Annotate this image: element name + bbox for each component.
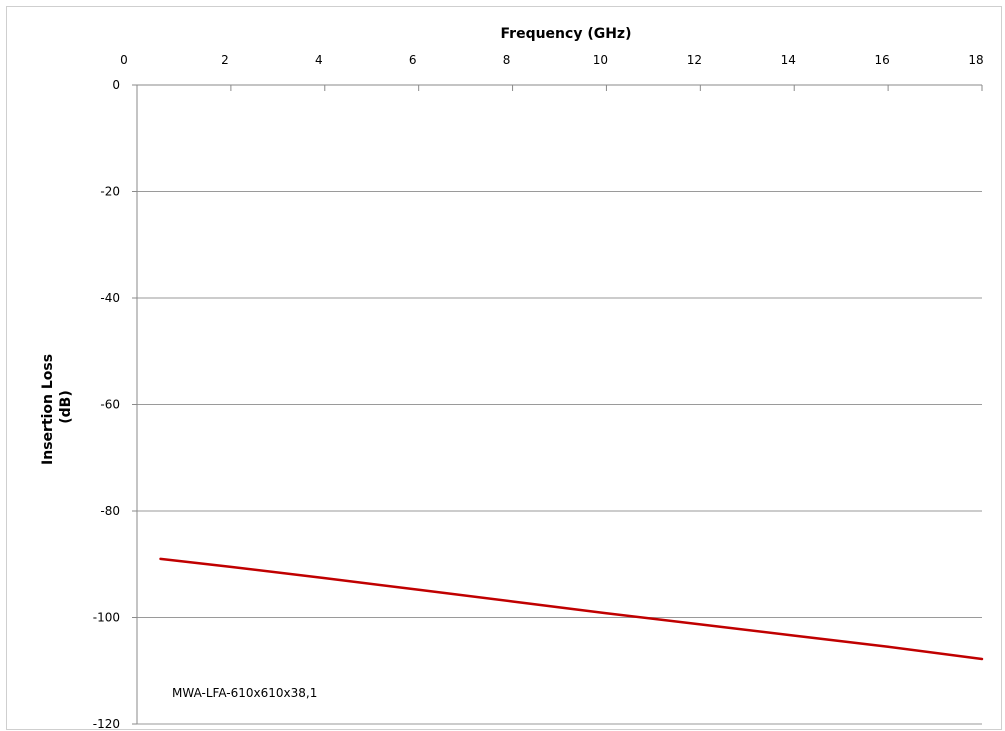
y-tick-label: -100 <box>93 611 120 625</box>
y-tick-label: -20 <box>100 185 120 199</box>
y-tick-label: -60 <box>100 398 120 412</box>
axes <box>132 84 983 725</box>
x-tick-label: 6 <box>409 53 417 67</box>
series-layer <box>159 557 984 661</box>
y-tick-label: -120 <box>93 717 120 731</box>
x-tick-label: 0 <box>120 53 128 67</box>
y-axis-title-line-2: (dB) <box>58 390 74 424</box>
y-tick-label: 0 <box>112 78 120 92</box>
y-axis-title-line-1: Insertion Loss <box>40 354 56 465</box>
series-line-0 <box>159 557 984 661</box>
tick-labels: 0 -20 -40 -60 -80 -100 -120 0 2 4 6 8 10 12 14 16 18 <box>93 53 984 731</box>
y-tick-label: -80 <box>100 504 120 518</box>
x-tick-label: 2 <box>221 53 229 67</box>
x-tick-label: 18 <box>968 53 983 67</box>
y-axis-title: Insertion Loss (dB) <box>40 349 74 465</box>
y-tick-label: -40 <box>100 291 120 305</box>
x-tick-label: 14 <box>781 53 796 67</box>
x-tick-label: 12 <box>687 53 702 67</box>
x-axis-title: Frequency (GHz) <box>501 26 632 42</box>
x-tick-label: 16 <box>874 53 889 67</box>
series-annotation: MWA-LFA-610x610x38,1 <box>172 686 317 700</box>
chart-frame <box>6 6 1002 730</box>
x-tick-label: 10 <box>593 53 608 67</box>
x-tick-label: 8 <box>503 53 511 67</box>
x-tick-label: 4 <box>315 53 323 67</box>
gridlines <box>137 191 982 725</box>
